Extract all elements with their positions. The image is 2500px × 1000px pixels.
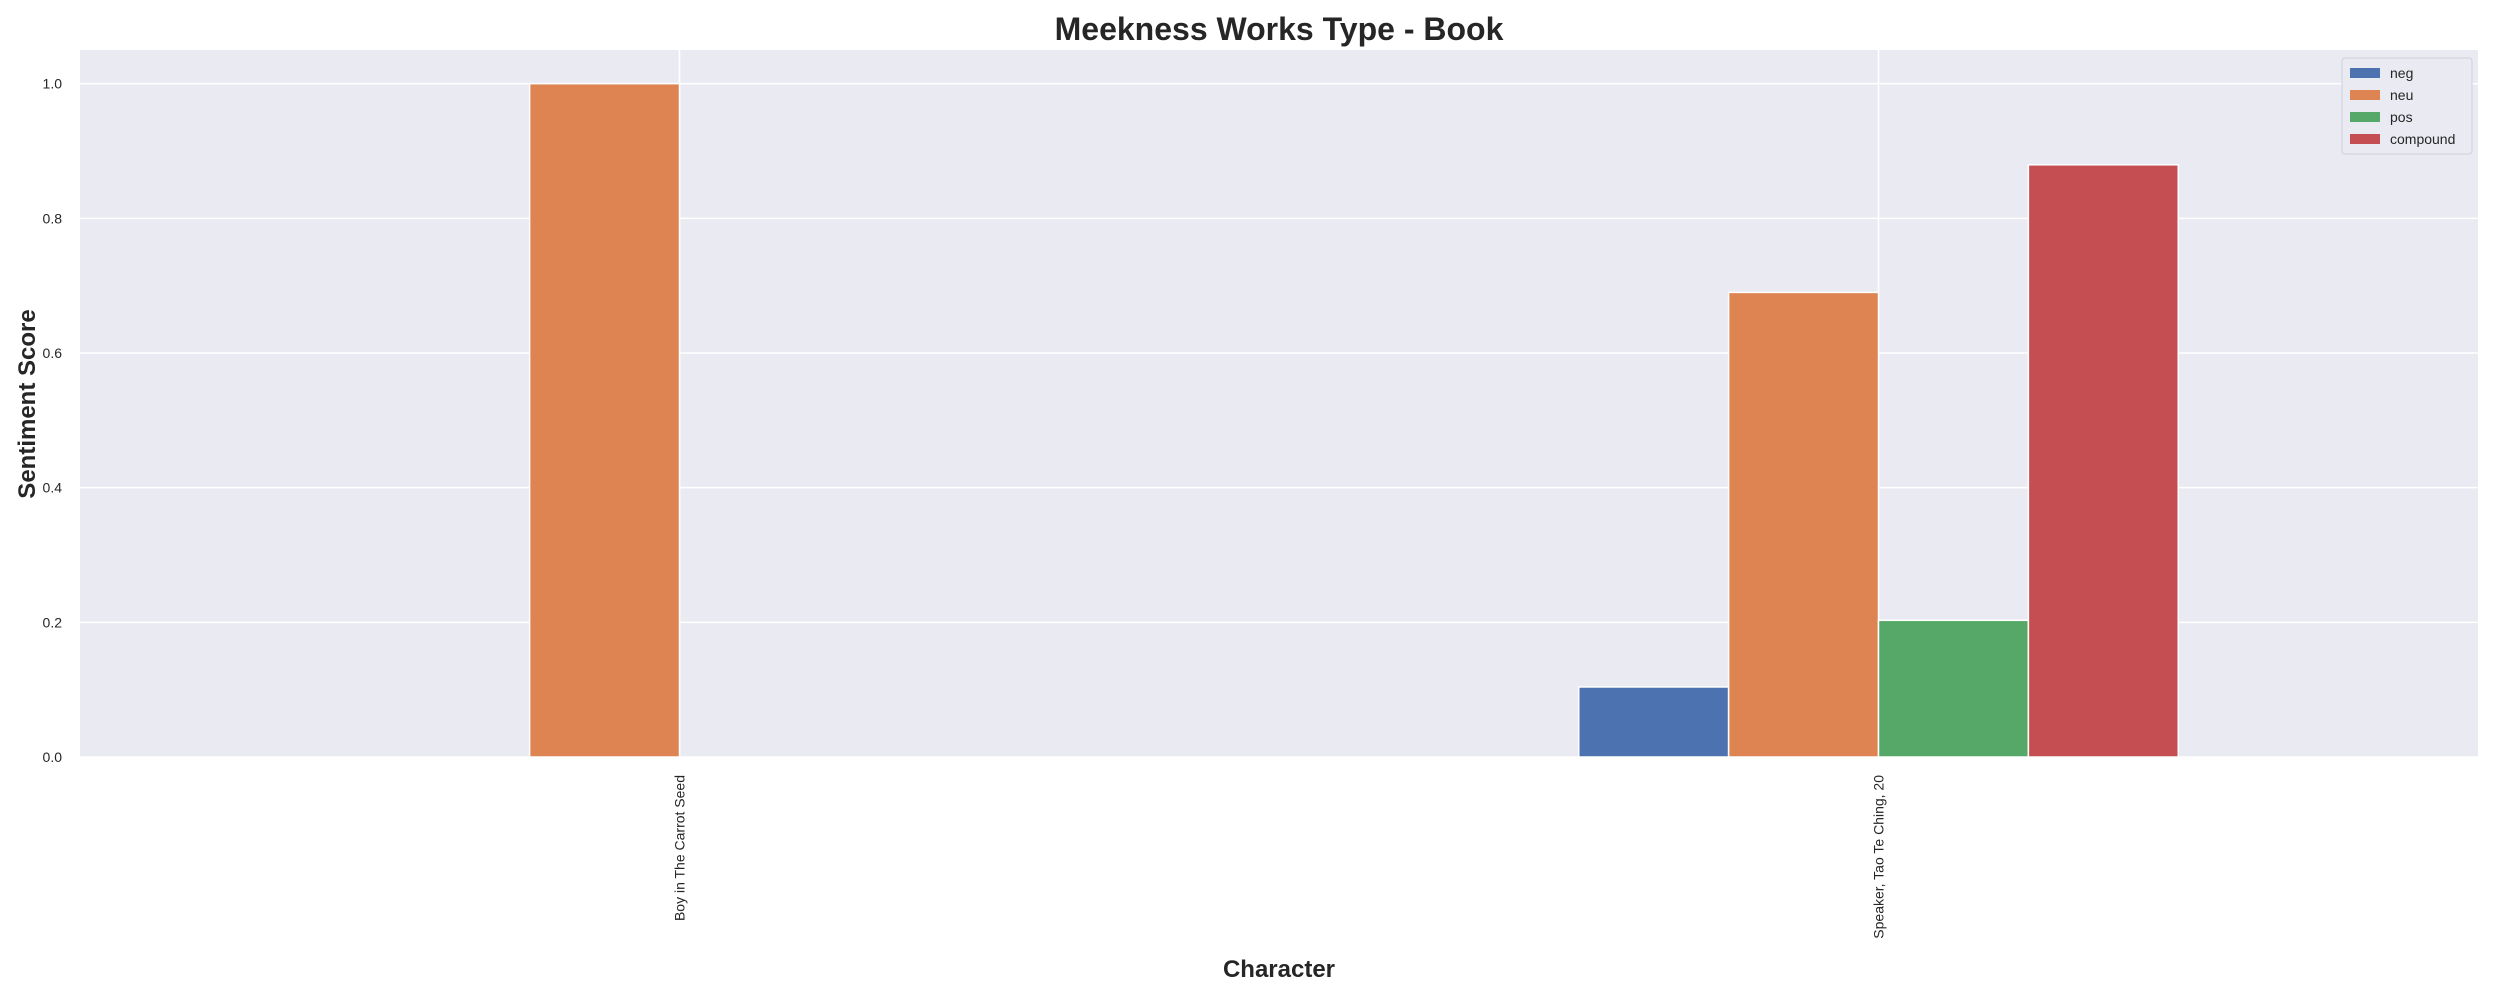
bar-neu (528, 82, 681, 758)
grid-lines (80, 50, 2478, 758)
y-tick-labels: 0.0 0.2 0.4 0.6 0.8 1.0 (43, 76, 63, 765)
y-tick-label: 0.2 (43, 614, 63, 630)
bar-compound (2027, 164, 2179, 758)
bar-neg (1578, 686, 1730, 758)
legend-label-compound: compound (2390, 131, 2455, 147)
x-axis-label: Character (1223, 956, 1335, 983)
legend-swatch-neg (2350, 68, 2380, 78)
chart-title: Meekness Works Type - Book (1055, 11, 1504, 47)
x-tick-label: Boy in The Carrot Seed (672, 775, 688, 921)
legend-label-neg: neg (2390, 65, 2413, 81)
y-tick-label: 0.4 (43, 480, 63, 496)
y-tick-label: 0.6 (43, 345, 63, 361)
x-tick-label: Speaker, Tao Te Ching, 20 (1871, 775, 1887, 939)
y-tick-label: 0.8 (43, 210, 63, 226)
legend-swatch-pos (2350, 112, 2380, 122)
legend-swatch-neu (2350, 90, 2380, 100)
bar-pos (1877, 619, 2030, 758)
legend-label-pos: pos (2390, 109, 2413, 125)
legend-frame (2341, 57, 2473, 155)
x-tick-labels: Boy in The Carrot Seed Speaker, Tao Te Ch… (672, 775, 1887, 939)
legend-swatch-compound (2350, 134, 2380, 144)
y-tick-label: 0.0 (43, 749, 63, 765)
bar-neu (1727, 291, 1880, 758)
legend-label-neu: neu (2390, 87, 2413, 103)
y-tick-label: 1.0 (43, 76, 63, 92)
bars (528, 82, 2179, 758)
legend: neg neu pos compound (2341, 57, 2473, 155)
y-axis-label: Sentiment Score (14, 309, 41, 498)
